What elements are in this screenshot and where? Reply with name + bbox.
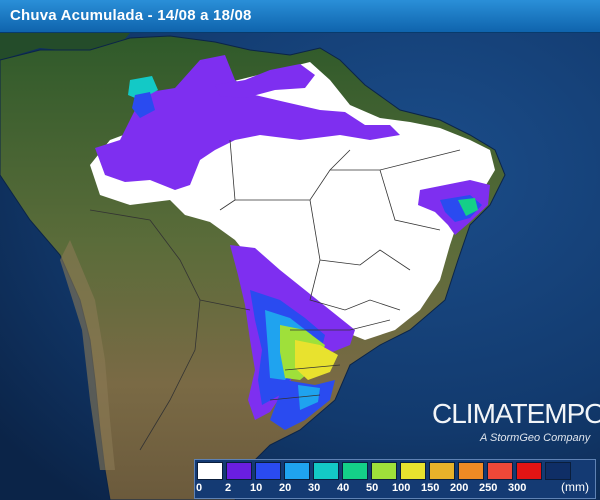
rain-zone-yellow-south (295, 340, 338, 380)
legend-tick-7: 100 (392, 482, 411, 494)
legend-swatch-6 (371, 462, 397, 480)
legend-swatch-0 (197, 462, 223, 480)
legend-swatch-7 (400, 462, 426, 480)
legend-swatch-3 (284, 462, 310, 480)
precipitation-legend: 0 2 10 20 30 40 50 100 150 200 250 300 (… (194, 459, 596, 499)
state-borders (89, 139, 461, 451)
brand-logo: CLIMATEMPO A StormGeo Company (432, 398, 600, 445)
legend-swatch-5 (342, 462, 368, 480)
rain-zone-green-northeast (458, 198, 478, 216)
brand-tagline: A StormGeo Company (480, 432, 591, 444)
legend-tick-0: 0 (196, 482, 203, 494)
header-bar: Chuva Acumulada - 14/08 a 18/08 (0, 0, 600, 33)
legend-tick-6: 50 (366, 482, 379, 494)
legend-unit-label: (mm) (561, 480, 589, 494)
rain-zone-cyan-southeast (298, 385, 320, 410)
legend-tick-4: 30 (308, 482, 321, 494)
map-title: Chuva Acumulada - 14/08 a 18/08 (10, 7, 252, 24)
legend-tick-3: 20 (279, 482, 292, 494)
south-america-map (0, 33, 600, 500)
legend-swatch-8 (429, 462, 455, 480)
legend-swatch-4 (313, 462, 339, 480)
brand-name: CLIMATEMPO (432, 398, 600, 429)
legend-tick-10: 250 (479, 482, 498, 494)
legend-swatch-2 (255, 462, 281, 480)
rain-zone-purple-north (95, 55, 400, 190)
legend-swatch-9 (458, 462, 484, 480)
legend-swatch-10 (487, 462, 513, 480)
legend-tick-9: 200 (450, 482, 469, 494)
legend-tick-2: 10 (250, 482, 263, 494)
rain-zone-blue-north (132, 92, 155, 118)
legend-tick-1: 2 (225, 482, 232, 494)
rain-zone-purple-north-2 (215, 64, 315, 98)
andes-range (60, 240, 115, 470)
legend-tick-11: 300 (508, 482, 527, 494)
legend-swatch-12 (545, 462, 571, 480)
legend-swatch-11 (516, 462, 542, 480)
legend-tick-8: 150 (421, 482, 440, 494)
legend-swatch-1 (226, 462, 252, 480)
northern-land-strip (0, 33, 130, 60)
legend-tick-5: 40 (337, 482, 350, 494)
